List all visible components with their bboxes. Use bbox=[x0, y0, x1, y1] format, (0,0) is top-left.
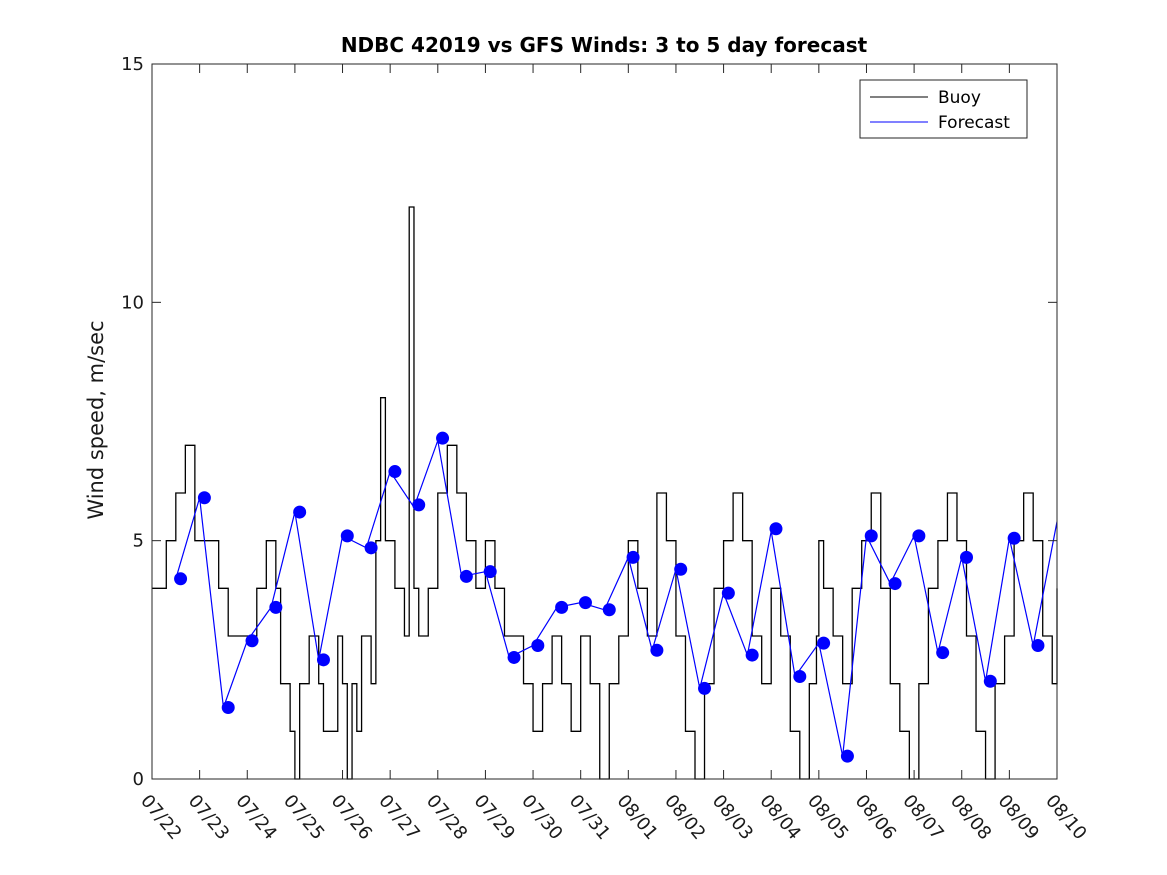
forecast-point bbox=[602, 603, 616, 617]
forecast-point bbox=[1007, 531, 1021, 545]
forecast-point bbox=[912, 529, 926, 543]
forecast-point bbox=[1031, 639, 1045, 653]
forecast-point bbox=[459, 569, 473, 583]
forecast-point bbox=[388, 465, 402, 479]
axes-frame bbox=[151, 63, 1058, 780]
forecast-point bbox=[769, 522, 783, 536]
y-tick-label: 0 bbox=[133, 769, 144, 790]
y-tick-label: 10 bbox=[121, 292, 144, 313]
y-tick-label: 15 bbox=[121, 54, 144, 75]
forecast-point bbox=[412, 498, 426, 512]
forecast-point bbox=[674, 562, 688, 576]
chart-title: NDBC 42019 vs GFS Winds: 3 to 5 day fore… bbox=[341, 33, 868, 57]
series-line-buoy bbox=[152, 206, 1058, 780]
forecast-point bbox=[293, 505, 307, 519]
y-axis: 0 5 10 15 bbox=[121, 54, 1057, 790]
forecast-point bbox=[936, 646, 950, 660]
legend-label-forecast: Forecast bbox=[938, 113, 1010, 133]
forecast-point bbox=[793, 670, 807, 684]
forecast-point bbox=[960, 550, 973, 564]
forecast-point bbox=[436, 431, 450, 445]
forecast-point bbox=[578, 596, 592, 610]
forecast-point bbox=[864, 529, 878, 543]
forecast-point bbox=[721, 586, 735, 600]
forecast-point bbox=[626, 550, 640, 564]
forecast-point bbox=[340, 529, 354, 543]
forecast-point bbox=[483, 565, 497, 579]
forecast-point bbox=[197, 491, 211, 505]
legend-box bbox=[859, 79, 1028, 139]
axes-background bbox=[152, 64, 1057, 779]
forecast-point bbox=[555, 600, 569, 614]
forecast-point bbox=[650, 643, 664, 657]
legend: Buoy Forecast bbox=[859, 79, 1028, 139]
forecast-point bbox=[316, 653, 330, 667]
forecast-point bbox=[245, 634, 259, 648]
forecast-point bbox=[888, 577, 902, 591]
y-tick-label: 5 bbox=[133, 531, 144, 552]
forecast-point bbox=[698, 681, 712, 695]
forecast-point bbox=[221, 701, 235, 714]
series-line-forecast bbox=[175, 438, 1058, 757]
forecast-point bbox=[364, 541, 378, 555]
forecast-point bbox=[174, 572, 188, 586]
forecast-point bbox=[817, 636, 831, 650]
forecast-point bbox=[269, 600, 283, 614]
legend-label-buoy: Buoy bbox=[938, 88, 981, 108]
forecast-point bbox=[840, 749, 854, 763]
forecast-point bbox=[983, 674, 997, 688]
y-axis-label: Wind speed, m/sec bbox=[84, 320, 108, 519]
forecast-point bbox=[507, 650, 521, 664]
forecast-point bbox=[745, 648, 759, 662]
plot-area bbox=[151, 63, 1058, 780]
forecast-point bbox=[531, 639, 545, 653]
